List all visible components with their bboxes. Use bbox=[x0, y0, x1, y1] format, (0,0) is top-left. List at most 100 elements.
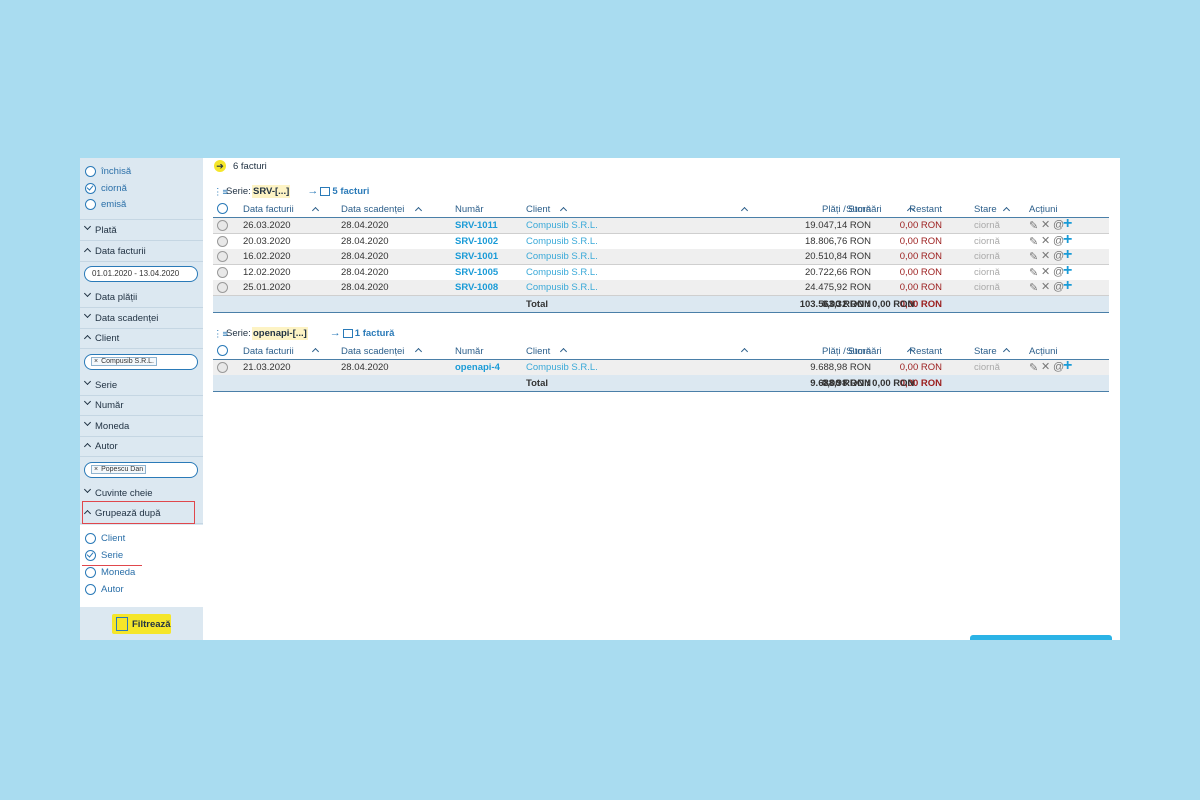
filter-field[interactable]: × Popescu Dan bbox=[84, 461, 198, 478]
edit-icon[interactable]: ✎ bbox=[1029, 251, 1039, 263]
email-icon[interactable]: @ bbox=[1053, 265, 1065, 278]
delete-icon[interactable]: ✕ bbox=[1041, 265, 1051, 278]
status-option[interactable]: ciornă bbox=[101, 182, 127, 194]
button-icon bbox=[116, 617, 128, 631]
radio[interactable] bbox=[85, 567, 96, 578]
radio[interactable] bbox=[85, 166, 96, 177]
email-icon[interactable]: @ bbox=[1053, 250, 1065, 262]
table-row[interactable]: 26.03.2020 28.04.2020 SRV-1011 Compusib S.R… bbox=[213, 215, 1109, 234]
section-label: Număr bbox=[95, 400, 124, 411]
group-option[interactable]: Moneda bbox=[101, 567, 136, 578]
filter-section[interactable]: Data plății bbox=[80, 287, 203, 308]
table-row[interactable]: 20.03.2020 28.04.2020 SRV-1002 Compusib S.R… bbox=[213, 230, 1109, 250]
sort-arrow bbox=[740, 206, 749, 214]
radio[interactable] bbox=[85, 533, 96, 544]
add-icon[interactable]: + bbox=[1063, 246, 1073, 263]
email-icon[interactable]: @ bbox=[1053, 234, 1065, 247]
radio[interactable] bbox=[85, 199, 96, 210]
group-count[interactable]: 5 facturi bbox=[332, 186, 370, 197]
radio[interactable] bbox=[85, 584, 96, 595]
table-row[interactable]: 12.02.2020 28.04.2020 SRV-1005 Compusib S.R… bbox=[213, 261, 1109, 281]
client: Compusib S.R.L. bbox=[526, 235, 598, 247]
amount: 20.722,66 RON bbox=[804, 266, 871, 278]
row-select[interactable] bbox=[217, 220, 228, 231]
radio[interactable] bbox=[85, 182, 96, 194]
row-select[interactable] bbox=[217, 235, 228, 247]
invoice-number: SRV-1005 bbox=[455, 266, 499, 278]
row-select[interactable] bbox=[217, 266, 228, 278]
column-header: Data scadenței bbox=[341, 345, 405, 357]
delete-icon[interactable]: ✕ bbox=[1041, 250, 1051, 262]
amount: 18.806,76 RON bbox=[804, 235, 871, 247]
due-date: 28.04.2020 bbox=[341, 251, 389, 262]
radio[interactable] bbox=[217, 344, 228, 356]
section-label: Data facturii bbox=[95, 245, 146, 257]
section-label: Cuvinte cheie bbox=[95, 487, 153, 499]
add-icon[interactable]: + bbox=[1063, 356, 1073, 374]
table-header: Data facturii Data scadenței Număr Client Su… bbox=[213, 342, 1109, 360]
filter-field[interactable]: 01.01.2020 - 13.04.2020 bbox=[84, 266, 198, 282]
table-row[interactable]: 21.03.2020 28.04.2020 openapi-4 Compusib S.… bbox=[213, 356, 1109, 376]
email-icon[interactable]: @ bbox=[1053, 219, 1065, 231]
bottom-button[interactable] bbox=[970, 635, 1112, 640]
delete-icon[interactable]: ✕ bbox=[1041, 234, 1051, 247]
summary-icon: ➔ bbox=[214, 160, 226, 172]
group-option[interactable]: Client bbox=[101, 533, 126, 544]
group-option[interactable]: Autor bbox=[101, 584, 124, 595]
radio[interactable] bbox=[217, 203, 228, 214]
edit-icon[interactable]: ✎ bbox=[1029, 361, 1039, 374]
column-header: Sumă bbox=[846, 345, 871, 357]
invoice-number: SRV-1011 bbox=[455, 220, 498, 231]
filter-section[interactable]: Client bbox=[80, 328, 203, 349]
column-header: Data scadenței bbox=[341, 204, 405, 215]
delete-icon[interactable]: ✕ bbox=[1041, 281, 1051, 293]
table-row[interactable]: 16.02.2020 28.04.2020 SRV-1001 Compusib S.R… bbox=[213, 246, 1109, 265]
row-select[interactable] bbox=[217, 361, 228, 373]
status-option[interactable]: închisă bbox=[101, 166, 132, 177]
row-select[interactable] bbox=[217, 251, 228, 262]
group-by-panel bbox=[80, 525, 203, 607]
filter-section[interactable]: Număr bbox=[80, 395, 203, 416]
delete-icon[interactable]: ✕ bbox=[1041, 219, 1051, 231]
client: Compusib S.R.L. bbox=[526, 251, 598, 262]
total-restant: 0,00 RON bbox=[899, 378, 942, 389]
radio[interactable] bbox=[85, 550, 96, 561]
filter-section[interactable]: Moneda bbox=[80, 416, 203, 437]
filter-section[interactable]: Serie bbox=[80, 375, 203, 396]
group-option[interactable]: Serie bbox=[101, 550, 124, 561]
column-header: Restant bbox=[909, 345, 942, 357]
status: ciornă bbox=[974, 251, 1000, 262]
filter-section[interactable]: Plată bbox=[80, 220, 203, 241]
status-option[interactable]: emisă bbox=[101, 199, 127, 210]
edit-icon[interactable]: ✎ bbox=[1029, 266, 1039, 279]
section-label: Data plății bbox=[95, 292, 138, 303]
due-date: 28.04.2020 bbox=[341, 361, 389, 373]
group-count[interactable]: 1 factură bbox=[354, 327, 395, 339]
add-icon[interactable]: + bbox=[1063, 277, 1073, 294]
edit-icon[interactable]: ✎ bbox=[1029, 235, 1039, 248]
column-header: Număr bbox=[455, 204, 484, 215]
invoice-date: 20.03.2020 bbox=[243, 235, 291, 247]
tag-remove: × bbox=[94, 465, 99, 473]
email-icon[interactable]: @ bbox=[1053, 360, 1065, 373]
filter-section[interactable]: Autor bbox=[80, 436, 203, 457]
edit-icon[interactable]: ✎ bbox=[1029, 282, 1039, 294]
delete-icon[interactable]: ✕ bbox=[1041, 360, 1051, 373]
email-icon[interactable]: @ bbox=[1053, 281, 1065, 293]
section-label: Data scadenței bbox=[95, 312, 159, 324]
sort-arrow bbox=[312, 347, 320, 356]
client: Compusib S.R.L. bbox=[526, 266, 598, 278]
add-icon[interactable]: + bbox=[1063, 261, 1073, 279]
table-row[interactable]: 25.01.2020 28.04.2020 SRV-1008 Compusib S.R… bbox=[213, 277, 1109, 296]
add-icon[interactable]: + bbox=[1063, 215, 1073, 232]
tag-label: Popescu Dan bbox=[101, 465, 144, 473]
filter-field[interactable]: × Compusib S.R.L. bbox=[84, 353, 198, 370]
edit-icon[interactable]: ✎ bbox=[1029, 220, 1039, 232]
client: Compusib S.R.L. bbox=[526, 220, 598, 231]
add-icon[interactable]: + bbox=[1063, 230, 1073, 248]
filter-section[interactable]: Data scadenței bbox=[80, 308, 203, 329]
row-select[interactable] bbox=[217, 282, 228, 293]
filter-section[interactable]: Data facturii bbox=[80, 241, 203, 262]
client: Compusib S.R.L. bbox=[526, 282, 598, 293]
filter-button[interactable]: Filtrează bbox=[112, 614, 171, 634]
